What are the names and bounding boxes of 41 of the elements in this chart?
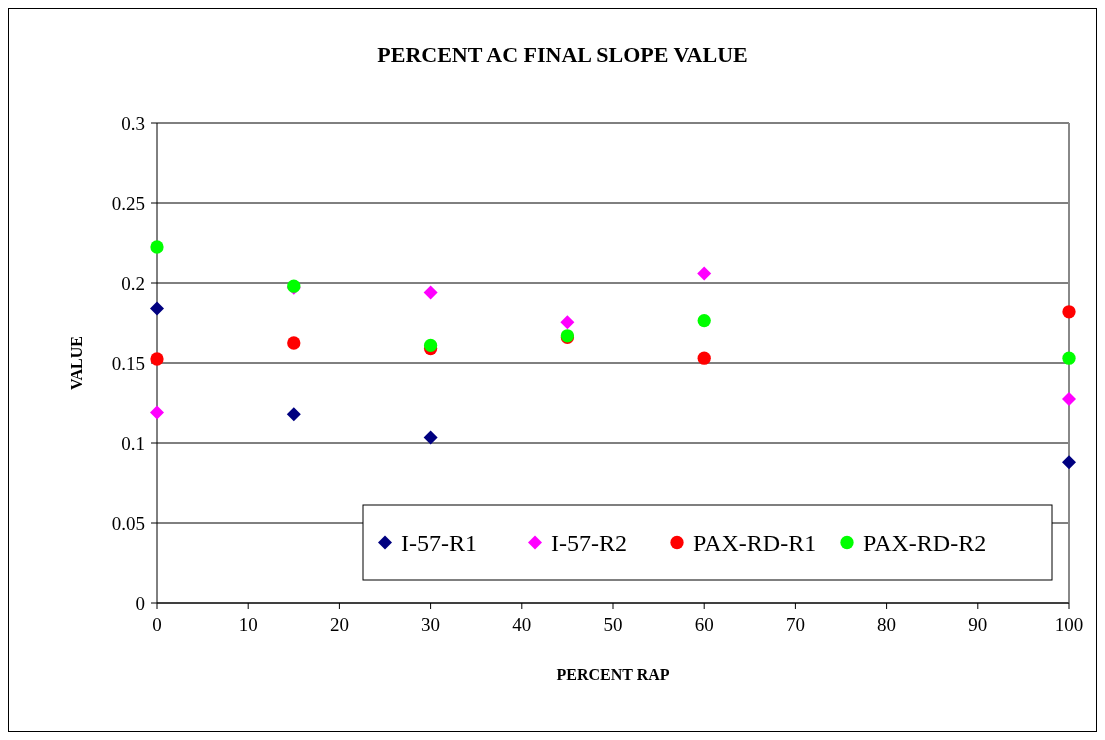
y-tick-label: 0.2 [121, 272, 145, 294]
legend-label: PAX-RD-R2 [863, 529, 987, 556]
y-tick-label: 0.3 [121, 112, 145, 134]
x-tick-label: 10 [238, 614, 258, 635]
chart-title: PERCENT AC FINAL SLOPE VALUE [377, 42, 748, 67]
point [286, 407, 301, 422]
x-tick-label: 60 [694, 614, 714, 635]
y-tick-label: 0 [135, 592, 145, 614]
legend-label: PAX-RD-R1 [693, 529, 817, 556]
x-tick-label: 90 [968, 614, 988, 635]
y-tick-label: 0.15 [111, 352, 145, 374]
x-tick-label: 0 [152, 614, 162, 635]
point [287, 336, 301, 350]
point [150, 301, 164, 316]
point [560, 315, 575, 330]
point [697, 266, 712, 281]
point [1062, 392, 1076, 406]
legend-label: I-57-R1 [401, 529, 477, 556]
x-tick-label: 50 [603, 614, 623, 635]
point [150, 405, 164, 420]
point [423, 430, 438, 445]
x-tick-label: 80 [877, 614, 897, 635]
y-tick-label: 0.25 [111, 192, 145, 214]
x-tick-label: 70 [785, 614, 805, 635]
x-tick-label: 30 [421, 614, 441, 635]
point [697, 313, 711, 328]
point [697, 351, 711, 365]
point [150, 352, 164, 366]
x-tick-label: 20 [329, 614, 349, 635]
point [1062, 351, 1076, 365]
point [1062, 305, 1076, 319]
legend-label: I-57-R2 [551, 529, 627, 556]
x-tick-label: 100 [1054, 614, 1084, 635]
y-tick-label: 0.1 [121, 432, 145, 454]
x-tick-label: 40 [512, 614, 532, 635]
y-tick-label: 0.05 [111, 512, 145, 534]
x-axis-title: PERCENT RAP [556, 666, 670, 683]
point [423, 285, 438, 300]
point [1062, 455, 1076, 470]
point [150, 240, 164, 254]
y-axis-title: VALUE [68, 336, 85, 390]
